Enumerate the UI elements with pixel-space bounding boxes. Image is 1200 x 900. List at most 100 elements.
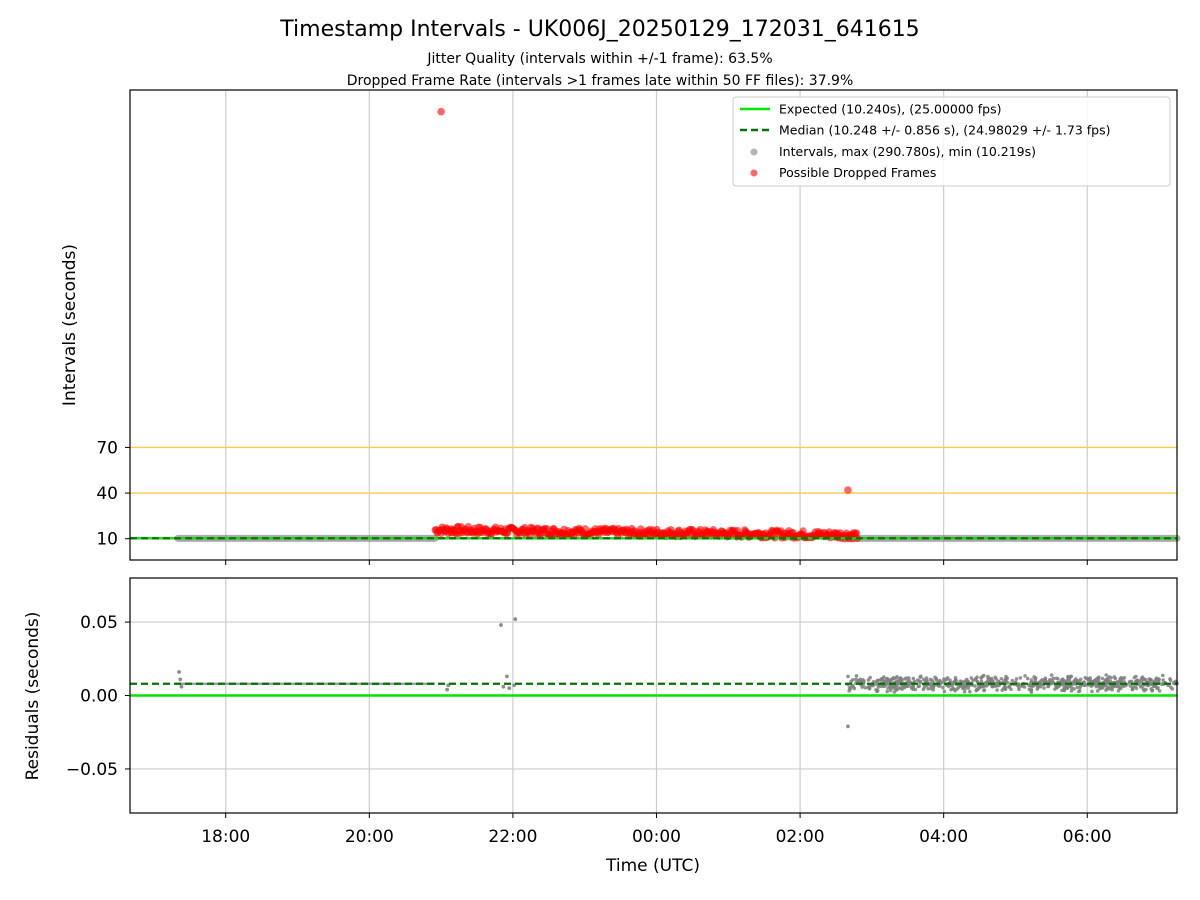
residual-point [1056, 676, 1060, 681]
residual-point [1056, 684, 1060, 689]
residual-point [1078, 677, 1083, 682]
residual-point [854, 674, 859, 678]
residual-point [867, 686, 872, 691]
residual-point [1150, 681, 1154, 686]
residual-point [854, 677, 858, 682]
residual-point [1090, 689, 1094, 694]
x-tick-label: 06:00 [1063, 827, 1112, 847]
residual-point [852, 686, 857, 691]
residual-point [1140, 678, 1144, 683]
residual-point [1016, 682, 1021, 687]
residuals-panel: −0.05 0.00 0.05 18:00 20:00 22:00 00:00 02:00 0… [23, 577, 1179, 847]
residual-point [921, 677, 926, 682]
residual-point [1032, 675, 1036, 679]
residual-point [1018, 676, 1023, 680]
residual-outlier [445, 687, 449, 692]
residual-point [1105, 676, 1110, 681]
x-tick-label: 04:00 [919, 827, 968, 847]
residual-point [1006, 681, 1010, 685]
residual-point [1131, 685, 1135, 689]
residual-point [1106, 686, 1110, 691]
residual-point [917, 684, 922, 689]
residual-point [1023, 674, 1027, 678]
residual-point [1027, 687, 1032, 692]
residual-point [861, 678, 865, 682]
residual-point [917, 679, 921, 683]
residual-point [874, 679, 879, 684]
residual-point [1129, 679, 1134, 684]
residual-outlier [179, 684, 184, 689]
residual-point [1100, 676, 1105, 681]
residual-point [1116, 683, 1121, 687]
legend-intervals-label: Intervals, max (290.780s), min (10.219s) [779, 144, 1036, 159]
legend-expected-label: Expected (10.240s), (25.00000 fps) [779, 102, 1001, 117]
chart-subtitle-dropped: Dropped Frame Rate (intervals >1 frames … [347, 73, 854, 89]
residual-point [1118, 679, 1123, 683]
residual-point [950, 686, 955, 691]
residual-point [1096, 684, 1100, 688]
residual-point [1149, 687, 1154, 691]
residual-point [895, 675, 899, 679]
residual-point [1088, 676, 1092, 680]
legend: Expected (10.240s), (25.00000 fps) Media… [732, 96, 1171, 187]
residual-point [895, 687, 899, 692]
residual-point [955, 687, 960, 691]
residual-outlier [178, 677, 183, 682]
residual-point [901, 683, 905, 688]
residual-point [1075, 685, 1080, 690]
x-tick-label: 00:00 [632, 827, 681, 847]
residual-point [876, 685, 881, 689]
residual-point [1096, 676, 1101, 680]
residual-point [999, 676, 1004, 681]
residual-outlier [499, 623, 503, 627]
residual-point [911, 676, 916, 681]
residual-point [1119, 675, 1123, 680]
x-tick-label: 20:00 [345, 827, 394, 847]
residual-point [1110, 687, 1114, 692]
x-tick-label: 18:00 [201, 827, 250, 847]
residual-point [868, 675, 872, 680]
residual-outlier [513, 617, 518, 622]
residual-point [961, 686, 965, 691]
residual-point [1113, 676, 1118, 681]
dropped-frame-outlier [437, 107, 445, 116]
residual-point [1069, 689, 1074, 693]
legend-intervals-marker [750, 148, 758, 156]
residual-point [1161, 673, 1165, 678]
residual-point [982, 688, 987, 692]
dropped-frame-point [581, 525, 589, 533]
residual-point [891, 686, 896, 690]
residual-point [1141, 687, 1146, 691]
legend-median-label: Median (10.248 +/- 0.856 s), (24.98029 +… [779, 123, 1110, 138]
residual-point [965, 679, 970, 683]
residual-point [1104, 673, 1108, 677]
residual-point [1152, 684, 1157, 689]
residual-point [1154, 676, 1159, 681]
residual-point [1063, 679, 1068, 684]
intervals-y-axis-label: Intervals (seconds) [60, 244, 80, 406]
residual-point [954, 678, 958, 683]
intervals-plot-frame [129, 89, 1178, 561]
residual-point [1147, 677, 1152, 681]
residual-point [888, 678, 893, 682]
residual-point [941, 685, 945, 690]
residual-point [1014, 677, 1019, 681]
residual-point [962, 689, 967, 694]
x-axis-label: Time (UTC) [605, 856, 700, 876]
residual-point [986, 674, 990, 679]
residual-point [1096, 678, 1101, 683]
residual-point [1072, 687, 1076, 691]
residual-point [1115, 680, 1120, 684]
residual-point [885, 676, 889, 681]
residual-point [1006, 685, 1011, 689]
residual-point [1005, 676, 1010, 680]
residual-point [1029, 678, 1034, 682]
chart-title: Timestamp Intervals - UK006J_20250129_17… [279, 17, 919, 42]
residual-point [975, 675, 979, 679]
residual-point [1017, 687, 1021, 692]
x-tick-label: 22:00 [488, 827, 537, 847]
residual-point [968, 689, 972, 694]
residual-point [937, 684, 942, 688]
residual-point [934, 676, 939, 681]
